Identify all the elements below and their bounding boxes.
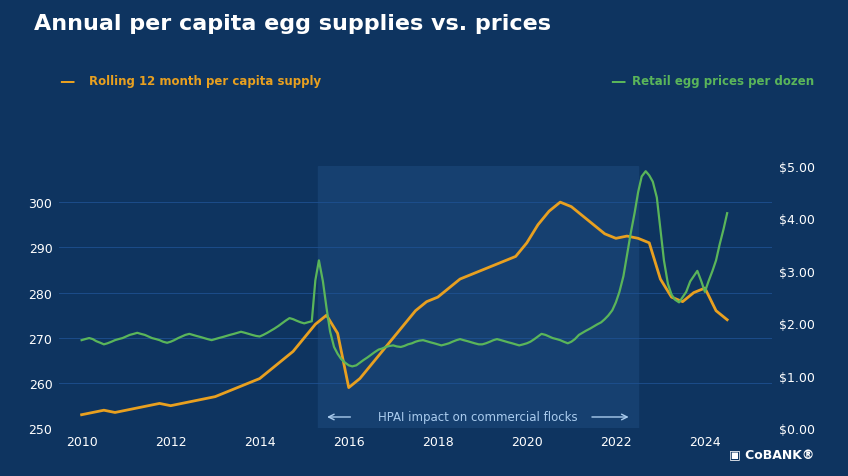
Text: —: — (59, 73, 75, 89)
Bar (318, 167, 639, 428)
Text: ▣ CoBANK®: ▣ CoBANK® (728, 449, 814, 462)
Text: Rolling 12 month per capita supply: Rolling 12 month per capita supply (89, 74, 321, 88)
Text: HPAI impact on commercial flocks: HPAI impact on commercial flocks (378, 411, 577, 424)
Text: Retail egg prices per dozen: Retail egg prices per dozen (632, 74, 814, 88)
Text: —: — (611, 73, 626, 89)
Text: Annual per capita egg supplies vs. prices: Annual per capita egg supplies vs. price… (34, 14, 551, 34)
